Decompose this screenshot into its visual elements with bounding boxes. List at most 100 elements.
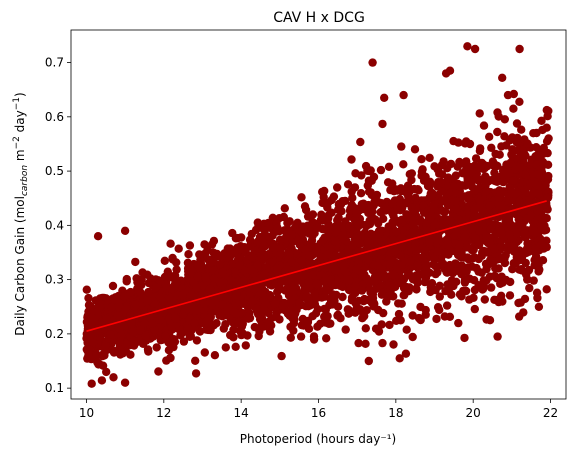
data-point xyxy=(93,232,103,241)
data-point xyxy=(164,346,174,355)
data-point xyxy=(378,119,387,129)
data-point xyxy=(475,226,484,236)
data-point xyxy=(191,369,201,378)
data-point xyxy=(115,337,125,346)
data-point xyxy=(505,291,515,300)
y-label-sub: carbon xyxy=(20,165,30,196)
data-point xyxy=(427,191,436,201)
data-point xyxy=(282,263,291,273)
data-point xyxy=(122,302,131,311)
data-point xyxy=(503,90,513,100)
data-point xyxy=(148,319,157,328)
data-point xyxy=(378,338,387,348)
data-point xyxy=(101,341,110,350)
data-point xyxy=(113,311,122,320)
data-point xyxy=(486,255,495,265)
data-point xyxy=(535,265,544,274)
data-point xyxy=(412,285,421,294)
data-point xyxy=(397,142,406,151)
data-point xyxy=(201,272,210,282)
y-axis-ticks: 0.1 0.2 0.3 0.4 0.5 0.6 0.7 xyxy=(45,56,71,395)
data-point xyxy=(401,349,411,358)
data-point xyxy=(304,324,314,333)
x-tick-label: 16 xyxy=(311,406,326,420)
data-point xyxy=(376,165,386,175)
x-tick-label: 20 xyxy=(466,406,481,420)
data-point xyxy=(265,290,274,300)
data-point xyxy=(336,200,346,209)
data-point xyxy=(369,172,379,182)
data-point xyxy=(345,275,354,285)
data-point xyxy=(528,224,538,233)
data-point xyxy=(233,233,242,243)
data-point xyxy=(210,351,220,360)
data-point xyxy=(270,243,279,253)
data-point xyxy=(120,292,129,301)
data-point xyxy=(487,283,496,292)
data-point xyxy=(421,269,430,278)
data-point xyxy=(386,258,396,267)
data-point xyxy=(413,261,422,270)
data-point xyxy=(501,251,510,260)
data-point xyxy=(361,324,370,333)
data-point xyxy=(515,163,524,172)
data-point xyxy=(477,268,486,277)
data-point xyxy=(474,240,484,250)
data-point xyxy=(309,335,319,344)
data-point xyxy=(126,350,135,359)
data-point xyxy=(292,272,302,281)
data-point xyxy=(463,42,472,51)
data-point xyxy=(406,257,415,266)
data-point xyxy=(334,213,343,222)
data-point xyxy=(435,292,444,301)
data-point xyxy=(318,236,328,245)
data-point xyxy=(490,168,499,177)
data-point xyxy=(320,304,329,314)
data-point xyxy=(126,318,136,328)
data-point xyxy=(391,247,400,256)
data-point xyxy=(357,286,367,295)
data-point xyxy=(172,278,181,287)
data-point xyxy=(207,299,216,308)
data-point xyxy=(357,171,366,180)
data-point xyxy=(143,345,153,354)
data-point xyxy=(460,333,469,343)
data-point xyxy=(437,177,446,187)
data-point xyxy=(302,291,311,301)
data-point xyxy=(246,265,256,275)
data-point xyxy=(471,154,481,163)
data-point xyxy=(470,304,479,314)
data-point xyxy=(534,189,543,198)
data-point xyxy=(437,206,447,216)
data-point xyxy=(326,319,335,328)
data-point xyxy=(541,225,551,235)
data-point xyxy=(465,274,474,283)
data-point xyxy=(326,276,335,285)
data-point xyxy=(498,73,507,83)
data-point xyxy=(467,224,477,234)
data-point xyxy=(161,331,170,340)
y-label-sup2: −1 xyxy=(12,97,22,110)
data-point xyxy=(397,215,406,224)
data-point xyxy=(497,291,506,300)
data-point xyxy=(394,299,403,308)
data-point xyxy=(287,296,296,305)
data-point xyxy=(402,325,411,334)
data-point xyxy=(192,283,201,292)
data-point xyxy=(448,182,458,191)
data-point xyxy=(542,285,551,294)
data-point xyxy=(97,376,107,385)
data-point xyxy=(392,316,401,325)
data-point xyxy=(154,367,163,376)
data-point xyxy=(138,339,148,348)
y-tick-label: 0.6 xyxy=(45,110,64,124)
data-point xyxy=(132,337,141,347)
data-point xyxy=(380,203,389,212)
y-tick-label: 0.2 xyxy=(45,327,64,341)
data-point xyxy=(375,229,384,239)
data-point xyxy=(87,313,96,322)
x-tick-label: 10 xyxy=(79,406,94,420)
data-point xyxy=(261,230,270,240)
y-tick-label: 0.7 xyxy=(45,56,64,70)
data-point xyxy=(136,280,145,289)
